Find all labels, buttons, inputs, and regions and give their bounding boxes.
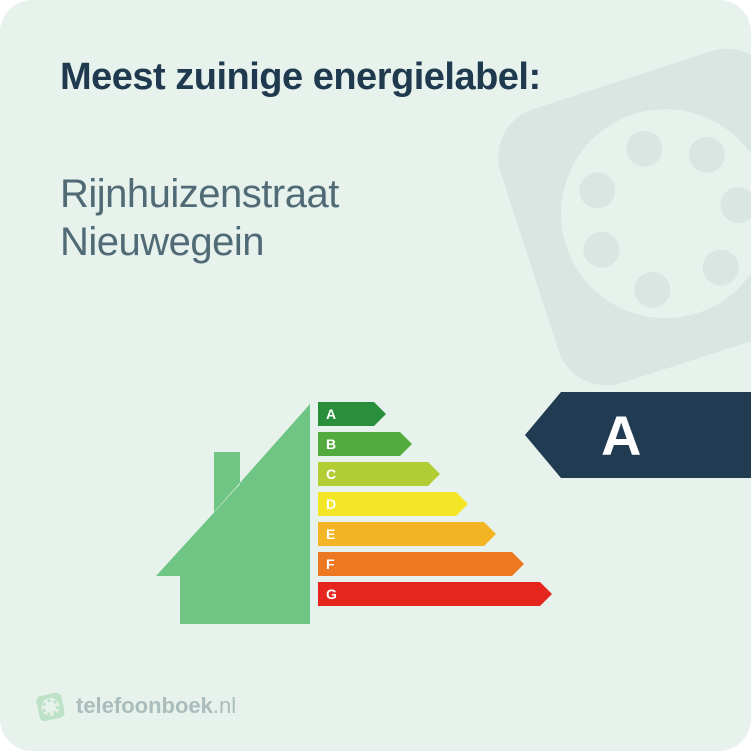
- footer-brand-suffix: .nl: [213, 693, 236, 718]
- energy-bar-c: C: [318, 462, 428, 486]
- energy-bar-arrow-icon: [512, 552, 524, 576]
- phonebook-logo-icon: [33, 688, 69, 724]
- energy-bar-arrow-icon: [374, 402, 386, 426]
- energy-bar-arrow-icon: [484, 522, 496, 546]
- footer-brand: telefoonboek.nl: [36, 691, 236, 721]
- energy-bar-arrow-icon: [456, 492, 468, 516]
- address-line-1: Rijnhuizenstraat: [60, 170, 339, 218]
- card-title: Meest zuinige energielabel:: [60, 56, 541, 99]
- energy-bar-b: B: [318, 432, 400, 456]
- energy-bar-a: A: [318, 402, 374, 426]
- energy-bar-f: F: [318, 552, 512, 576]
- energy-bar-arrow-icon: [400, 432, 412, 456]
- energy-bar-arrow-icon: [540, 582, 552, 606]
- address-line-2: Nieuwegein: [60, 218, 339, 266]
- rating-badge: A: [561, 392, 751, 478]
- rating-letter: A: [601, 403, 641, 468]
- energy-card: Meest zuinige energielabel: Rijnhuizenst…: [0, 0, 751, 751]
- address-block: Rijnhuizenstraat Nieuwegein: [60, 170, 339, 266]
- house-icon: [150, 404, 310, 624]
- energy-bar-d: D: [318, 492, 456, 516]
- energy-bar-arrow-icon: [428, 462, 440, 486]
- footer-brand-text: telefoonboek.nl: [76, 693, 236, 719]
- energy-bar-g: G: [318, 582, 540, 606]
- energy-bar-e: E: [318, 522, 484, 546]
- energy-label-chart: ABCDEFG: [150, 390, 580, 650]
- footer-brand-bold: telefoonboek: [76, 693, 213, 718]
